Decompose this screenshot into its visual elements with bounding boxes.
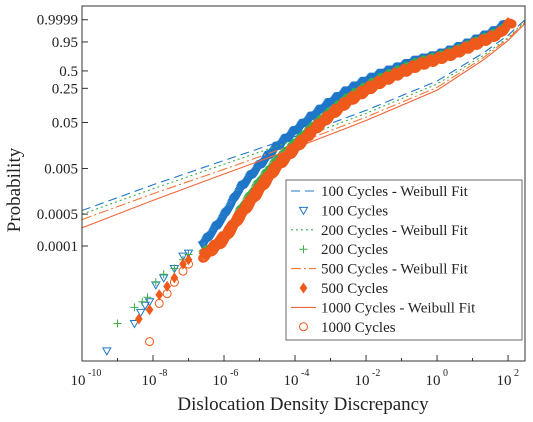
x-tick-exponent: -10	[88, 368, 101, 379]
data-point	[135, 308, 146, 318]
data-point	[143, 293, 152, 302]
data-point	[151, 278, 160, 287]
legend-entry: 1000 Cycles	[299, 320, 396, 336]
legend-marker-swatch	[299, 322, 308, 332]
legend-items: 100 Cycles - Weibull Fit 100 Cycles 200 Cy…	[291, 184, 476, 336]
data-point	[163, 280, 172, 292]
legend-label: 500 Cycles	[321, 281, 388, 297]
data-point	[178, 266, 188, 276]
data-point	[162, 289, 172, 299]
x-tick-label: 10	[497, 373, 512, 389]
data-point	[183, 249, 194, 259]
data-point	[145, 304, 154, 316]
legend-label: 200 Cycles - Weibull Fit	[321, 223, 469, 239]
plot-frame	[81, 5, 526, 362]
x-tick-exponent: 2	[514, 368, 519, 379]
data-point	[159, 270, 168, 279]
series-layer	[82, 16, 525, 356]
legend-marker-swatch	[299, 245, 308, 254]
weibull-fit-line	[82, 21, 525, 221]
legend-entry: 200 Cycles	[299, 242, 388, 258]
x-tick-exponent: -2	[372, 368, 380, 379]
legend-entry: 100 Cycles	[298, 203, 388, 219]
legend-entry: 500 Cycles - Weibull Fit	[291, 262, 469, 278]
legend-label: 200 Cycles	[321, 242, 388, 258]
data-point	[129, 319, 140, 329]
legend-label: 100 Cycles	[321, 203, 388, 219]
x-tick-label: 10	[142, 373, 157, 389]
data-point	[184, 259, 194, 269]
legend-entry: 1000 Cycles - Weibull Fit	[291, 300, 476, 316]
legend-box	[285, 179, 523, 341]
y-tick-label: 0.05	[52, 115, 78, 131]
series-fit-0	[82, 19, 525, 212]
weibull-fit-line	[82, 20, 525, 215]
data-point	[130, 303, 139, 312]
series-fit-4	[82, 21, 525, 221]
y-tick-label: 0.0001	[37, 239, 78, 255]
data-point	[154, 298, 164, 308]
legend-entry: 100 Cycles - Weibull Fit	[291, 184, 469, 200]
legend-entry: 200 Cycles - Weibull Fit	[291, 223, 469, 239]
data-point	[178, 252, 188, 262]
x-tick-label: 10	[426, 373, 441, 389]
series-fit-6	[82, 23, 525, 229]
legend-marker-swatch	[298, 206, 309, 216]
y-tick-label: 0.9999	[37, 13, 78, 29]
x-tick-label: 10	[71, 373, 86, 389]
x-tick-exponent: -6	[230, 368, 238, 379]
y-axis-ticks: 0.9999 0.95 0.50.25 0.05 0.005 0.0005 0.0001	[37, 13, 88, 255]
y-axis-title: Probability	[4, 147, 25, 232]
data-point	[179, 258, 187, 270]
legend-marker-swatch	[299, 282, 308, 294]
data-point	[101, 347, 112, 356]
data-point	[113, 319, 122, 328]
data-point	[138, 297, 147, 306]
x-tick-label: 10	[355, 373, 370, 389]
x-tick-label: 10	[284, 373, 299, 389]
legend: 100 Cycles - Weibull Fit 100 Cycles 200 Cy…	[285, 179, 523, 341]
series-fit-2	[82, 20, 525, 215]
x-tick-exponent: 0	[443, 368, 448, 379]
y-tick-label: 0.5	[59, 64, 78, 80]
legend-label: 500 Cycles - Weibull Fit	[321, 262, 469, 278]
y-tick-label: 0.95	[52, 35, 78, 51]
data-point	[145, 337, 155, 347]
y-tick-label: 0.25	[52, 81, 78, 97]
weibull-fit-line	[82, 19, 525, 212]
x-axis-title: Dislocation Density Discrepancy	[177, 394, 429, 415]
data-point	[507, 19, 517, 29]
legend-label: 100 Cycles - Weibull Fit	[321, 184, 469, 200]
data-point	[169, 277, 179, 287]
weibull-fit-line	[82, 23, 525, 229]
legend-entry: 500 Cycles	[299, 281, 388, 297]
x-tick-label: 10	[213, 373, 228, 389]
data-point	[144, 298, 155, 307]
data-point	[170, 264, 179, 273]
x-tick-exponent: -8	[159, 368, 167, 379]
y-tick-label: 0.005	[44, 162, 78, 178]
data-point	[140, 301, 150, 311]
x-tick-exponent: -4	[301, 368, 309, 379]
y-tick-label: 0.0005	[37, 207, 78, 223]
legend-label: 1000 Cycles	[321, 320, 396, 336]
legend-label: 1000 Cycles - Weibull Fit	[321, 300, 476, 316]
series-data-7	[145, 18, 517, 347]
data-point	[135, 313, 143, 325]
x-axis-ticks: 10 -10 10 -8 10 -6 10 -4 10 -2 10 0 10 2	[71, 355, 519, 389]
